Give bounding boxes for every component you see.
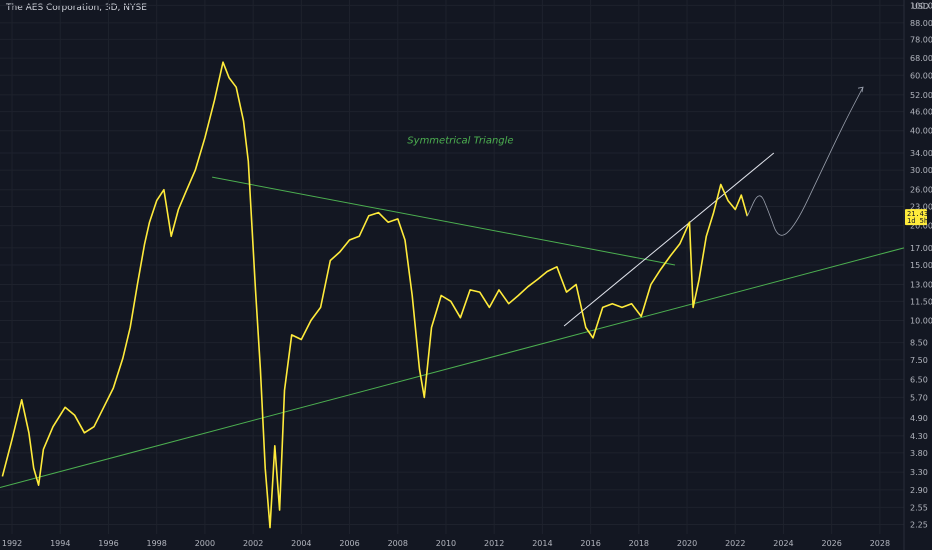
y-tick-label: 2.90: [910, 486, 928, 495]
y-tick-label: 23.00: [910, 202, 932, 211]
y-tick-label: 46.00: [910, 108, 932, 117]
current-price-label: 21.43: [907, 210, 928, 218]
y-tick-label: 2.25: [910, 521, 928, 530]
x-tick-label: 2002: [243, 539, 263, 548]
triangle-line: [212, 176, 676, 266]
triangle-line: [0, 247, 905, 488]
current-price-countdown: 1d 5h: [907, 217, 928, 225]
projection-path: [746, 86, 864, 236]
y-tick-label: 78.00: [910, 35, 932, 44]
y-tick-label: 3.80: [910, 449, 928, 458]
y-tick-label: 88.00: [910, 19, 932, 28]
y-tick-label: 15.00: [910, 261, 932, 270]
x-tick-label: 2026: [822, 539, 842, 548]
x-tick-label: 2000: [195, 539, 215, 548]
grid: [0, 0, 905, 550]
y-tick-label: 11.50: [910, 297, 932, 306]
y-tick-label: 4.30: [910, 432, 928, 441]
y-tick-label: 8.50: [910, 339, 928, 348]
y-tick-label: 40.00: [910, 127, 932, 136]
y-tick-label: 5.70: [910, 393, 928, 402]
x-tick-label: 2016: [580, 539, 600, 548]
y-tick-label: 13.00: [910, 281, 932, 290]
x-tick-label: 2010: [436, 539, 456, 548]
y-tick-label: 60.00: [910, 71, 932, 80]
x-axis: 1992 1994 1996 1998 2000 2002 2004 2006 2008 2010…: [2, 539, 890, 548]
x-tick-label: 2024: [773, 539, 793, 548]
x-tick-label: 2014: [532, 539, 552, 548]
y-tick-label: 68.00: [910, 54, 932, 63]
series-layer: [1, 61, 864, 529]
y-tick-label: 34.00: [910, 149, 932, 158]
y-tick-label: 6.50: [910, 375, 928, 384]
x-tick-label: 2018: [629, 539, 649, 548]
price-series-line: [1, 61, 749, 529]
chart-title: The AES Corporation, 3D, NYSE: [6, 3, 147, 13]
y-tick-label: 17.00: [910, 244, 932, 253]
x-tick-label: 2022: [725, 539, 745, 548]
trend-lines: [0, 152, 905, 488]
current-price-tag: 21.43 1d 5h: [905, 209, 928, 226]
y-tick-label: 52.00: [910, 91, 932, 100]
x-tick-label: 2008: [388, 539, 408, 548]
x-tick-label: 1998: [147, 539, 167, 548]
y-tick-label: 10.00: [910, 316, 932, 325]
y-tick-label: 3.30: [910, 468, 928, 477]
pattern-annotation: Symmetrical Triangle: [407, 135, 513, 146]
x-tick-label: 2020: [677, 539, 697, 548]
current-price-box: [905, 209, 927, 226]
y-axis-unit: USD: [912, 2, 929, 11]
x-tick-label: 2012: [484, 539, 504, 548]
projection-arrowhead: [857, 86, 864, 93]
y-tick-label: 20.00: [910, 222, 932, 231]
y-tick-label: 2.55: [910, 503, 928, 512]
channel-line: [563, 152, 775, 327]
x-tick-label: 2006: [339, 539, 359, 548]
y-axis: 100.00 88.00 78.00 68.00 60.00 52.00 46.00 40.0…: [910, 1, 932, 529]
y-tick-label: 7.50: [910, 356, 928, 365]
y-tick-label: 100.00: [910, 1, 932, 10]
x-tick-label: 2028: [870, 539, 890, 548]
y-tick-label: 4.90: [910, 414, 928, 423]
x-tick-label: 1994: [50, 539, 70, 548]
y-tick-label: 30.00: [910, 166, 932, 175]
x-tick-label: 1996: [98, 539, 118, 548]
x-tick-label: 2004: [291, 539, 311, 548]
x-tick-label: 1992: [2, 539, 22, 548]
y-tick-label: 26.00: [910, 186, 932, 195]
